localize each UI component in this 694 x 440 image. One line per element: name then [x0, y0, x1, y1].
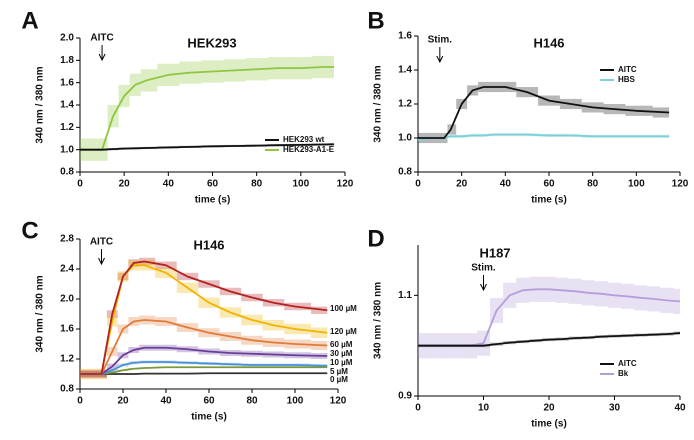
x-tick-label: 80	[251, 179, 263, 190]
y-tick-label: 0.8	[60, 167, 74, 178]
x-tick-label: 20	[543, 403, 555, 414]
error-band	[311, 327, 328, 338]
y-tick-label: 1.6	[398, 31, 412, 42]
annotation-arrowhead	[98, 53, 106, 62]
annotation-arrowhead	[98, 257, 105, 266]
x-axis-label: time (s)	[531, 419, 567, 430]
x-axis-label: time (s)	[195, 195, 231, 206]
series-label: 30 µM	[330, 349, 353, 358]
error-band	[447, 124, 457, 135]
x-axis-label: time (s)	[191, 412, 227, 423]
series-line	[80, 372, 328, 375]
x-tick-label: 120	[337, 179, 354, 190]
series-line	[80, 366, 328, 375]
chart-title: H146	[193, 237, 224, 252]
x-tick-label: 0	[415, 179, 421, 190]
legend-label: AITC	[618, 359, 637, 368]
panel-label: A	[21, 7, 38, 34]
series-line	[80, 260, 328, 375]
chart-title: H187	[479, 245, 510, 260]
legend-label: HEK293-A1-E	[283, 145, 335, 154]
x-tick-label: 120	[330, 396, 347, 407]
y-axis-label: 340 nm / 380 nm	[35, 66, 46, 143]
y-tick-label: 2.0	[60, 294, 74, 305]
chart-title: H146	[533, 35, 564, 50]
x-tick-label: 40	[160, 396, 172, 407]
panel-label: D	[367, 225, 384, 252]
series-line	[418, 86, 670, 139]
chart-title: HEK293	[187, 35, 236, 50]
x-tick-label: 80	[587, 179, 599, 190]
x-tick-label: 20	[119, 179, 131, 190]
x-tick-label: 20	[456, 179, 468, 190]
y-tick-label: 1.6	[60, 324, 74, 335]
legend-label: HEK293 wt	[283, 135, 325, 144]
y-tick-label: 2.8	[60, 234, 74, 245]
y-tick-label: 0.8	[60, 384, 74, 395]
x-tick-label: 0	[415, 403, 421, 414]
y-tick-label: 0.9	[398, 391, 412, 402]
annotation: AITC	[90, 33, 113, 44]
x-tick-label: 100	[287, 396, 304, 407]
x-tick-label: 40	[500, 179, 512, 190]
x-tick-label: 100	[628, 179, 645, 190]
y-tick-label: 1.2	[60, 354, 74, 365]
panel-label: B	[367, 7, 384, 34]
y-tick-label: 0.8	[398, 167, 412, 178]
annotation: Stim.	[471, 263, 496, 274]
panel-label: C	[21, 217, 38, 244]
x-tick-label: 80	[246, 396, 258, 407]
y-tick-label: 1.4	[398, 65, 412, 76]
x-tick-label: 40	[674, 403, 686, 414]
annotation-arrowhead	[436, 55, 444, 64]
x-tick-label: 60	[203, 396, 215, 407]
series-line	[80, 66, 334, 151]
y-tick-label: 2.4	[60, 264, 74, 275]
y-tick-label: 1.8	[60, 55, 74, 66]
legend-label: AITC	[618, 65, 637, 74]
series-line	[80, 143, 334, 151]
x-tick-label: 0	[77, 396, 83, 407]
series-line	[80, 264, 328, 375]
y-tick-label: 1.6	[60, 77, 74, 88]
series-label: 120 µM	[330, 327, 357, 336]
x-tick-label: 60	[543, 179, 555, 190]
y-tick-label: 1.2	[398, 99, 412, 110]
series-line	[80, 346, 328, 375]
x-tick-label: 120	[672, 179, 689, 190]
series-line	[80, 319, 328, 375]
y-axis-label: 340 nm / 380 nm	[373, 65, 384, 142]
legend-label: HBS	[618, 75, 636, 84]
x-tick-label: 10	[478, 403, 490, 414]
series-label: 10 µM	[330, 358, 353, 367]
x-tick-label: 0	[77, 179, 83, 190]
y-tick-label: 1.1	[398, 290, 412, 301]
y-tick-label: 1.0	[398, 133, 412, 144]
y-tick-label: 2.0	[60, 33, 74, 44]
annotation-arrowhead	[480, 283, 487, 292]
y-axis-label: 340 nm / 380 nm	[35, 275, 46, 352]
annotation: Stim.	[428, 35, 453, 46]
y-tick-label: 1.0	[60, 144, 74, 155]
error-band	[311, 306, 328, 314]
legend-label: Bk	[618, 369, 629, 378]
x-tick-label: 20	[117, 396, 129, 407]
annotation: AITC	[90, 237, 113, 248]
y-tick-label: 1.4	[60, 100, 74, 111]
series-label: 60 µM	[330, 340, 353, 349]
series-line	[80, 361, 328, 375]
y-tick-label: 1.2	[60, 122, 74, 133]
series-line	[418, 332, 681, 347]
y-axis-label: 340 nm / 380 nm	[373, 282, 384, 359]
series-label: 100 µM	[330, 304, 357, 313]
x-tick-label: 60	[207, 179, 219, 190]
x-tick-label: 40	[163, 179, 175, 190]
series-label: 0 µM	[330, 375, 348, 384]
x-axis-label: time (s)	[531, 195, 567, 206]
series-label: 5 µM	[330, 367, 348, 376]
x-tick-label: 30	[609, 403, 621, 414]
x-tick-label: 100	[292, 179, 309, 190]
